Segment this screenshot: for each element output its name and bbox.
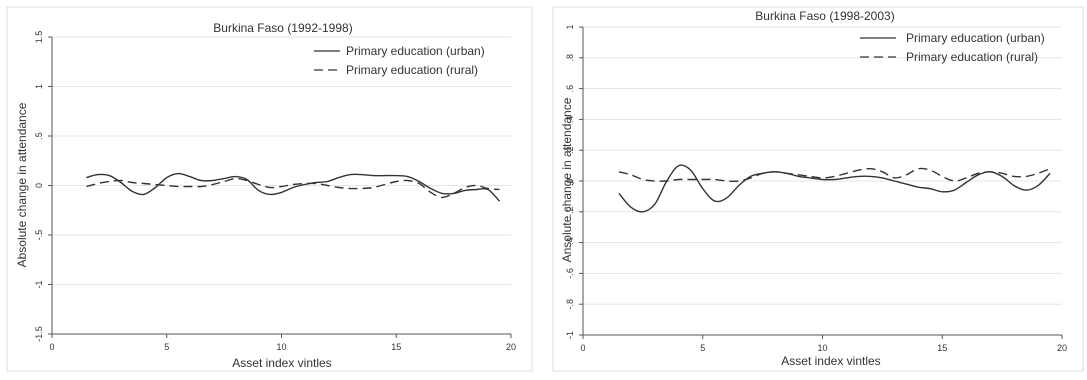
y-tick-label: -1 — [34, 280, 44, 288]
chart-title: Burkina Faso (1992-1998) — [213, 21, 352, 35]
series-line-urban — [618, 164, 1051, 213]
x-tick-label: 20 — [1057, 343, 1067, 353]
chart-1998-2003: Burkina Faso (1998-2003) -1 -.8 -.6 -.4 -.2 0… — [552, 6, 1084, 372]
legend: Primary education (urban) Primary educat… — [860, 31, 1045, 64]
y-tick-marks — [48, 36, 52, 335]
series-line-rural — [86, 177, 500, 199]
y-tick-label: 0 — [565, 178, 575, 183]
x-axis-label: Asset index vintles — [781, 354, 880, 368]
y-tick-marks — [579, 26, 583, 336]
chart-1992-1998: Burkina Faso (1992-1998) -1.5 -1 -.5 0 .5 1 1.… — [6, 6, 533, 372]
x-axis-label: Asset index vintles — [232, 356, 331, 370]
y-tick-label: -.6 — [565, 268, 575, 279]
legend-label-rural: Primary education (rural) — [906, 50, 1038, 64]
y-tick-label: 1.5 — [34, 31, 44, 44]
y-axis-label: Absolute change in attendance — [15, 102, 29, 267]
y-tick-label: -.2 — [565, 207, 575, 218]
y-tick-label: 1 — [565, 24, 575, 29]
y-tick-label: -.8 — [565, 299, 575, 310]
series-lines — [618, 164, 1051, 213]
x-tick-labels: 0 5 10 15 20 — [580, 343, 1067, 353]
x-tick-labels: 0 5 10 15 20 — [49, 342, 516, 352]
y-tick-label: -.5 — [34, 230, 44, 241]
legend-label-urban: Primary education (urban) — [346, 44, 485, 58]
x-tick-marks — [51, 334, 512, 338]
legend-label-urban: Primary education (urban) — [906, 31, 1045, 45]
x-tick-marks — [582, 335, 1063, 339]
y-tick-label: .5 — [34, 132, 44, 140]
y-tick-label: 1 — [34, 84, 44, 89]
y-tick-label: -1 — [565, 331, 575, 339]
y-tick-labels: -1 -.8 -.6 -.4 -.2 0 .2 .4 .6 .8 1 — [565, 24, 575, 339]
series-line-urban — [86, 172, 501, 202]
legend-label-rural: Primary education (rural) — [346, 63, 478, 77]
series-line-rural — [618, 167, 1051, 182]
y-tick-label: 0 — [34, 183, 44, 188]
legend: Primary education (urban) Primary educat… — [314, 44, 485, 77]
y-tick-label: .2 — [565, 146, 575, 154]
x-tick-label: 5 — [164, 342, 169, 352]
x-tick-label: 5 — [700, 343, 705, 353]
x-tick-label: 0 — [49, 342, 54, 352]
y-tick-label: .4 — [565, 116, 575, 124]
x-tick-label: 10 — [276, 342, 286, 352]
x-tick-label: 20 — [506, 342, 516, 352]
y-axis-label: Ansolute change in attendance — [560, 97, 574, 262]
x-tick-label: 0 — [580, 343, 585, 353]
y-tick-label: -.4 — [565, 237, 575, 248]
y-tick-label: -1.5 — [34, 326, 44, 342]
series-lines — [86, 172, 501, 202]
plot-region — [552, 6, 1084, 372]
plot-region — [6, 6, 533, 372]
x-tick-label: 15 — [391, 342, 401, 352]
y-tick-label: .8 — [565, 54, 575, 62]
x-tick-label: 10 — [817, 343, 827, 353]
chart-title: Burkina Faso (1998-2003) — [755, 9, 894, 23]
x-tick-label: 15 — [937, 343, 947, 353]
y-grid-lines — [52, 36, 511, 335]
y-tick-labels: -1.5 -1 -.5 0 .5 1 1.5 — [34, 31, 44, 342]
y-tick-label: .6 — [565, 85, 575, 93]
